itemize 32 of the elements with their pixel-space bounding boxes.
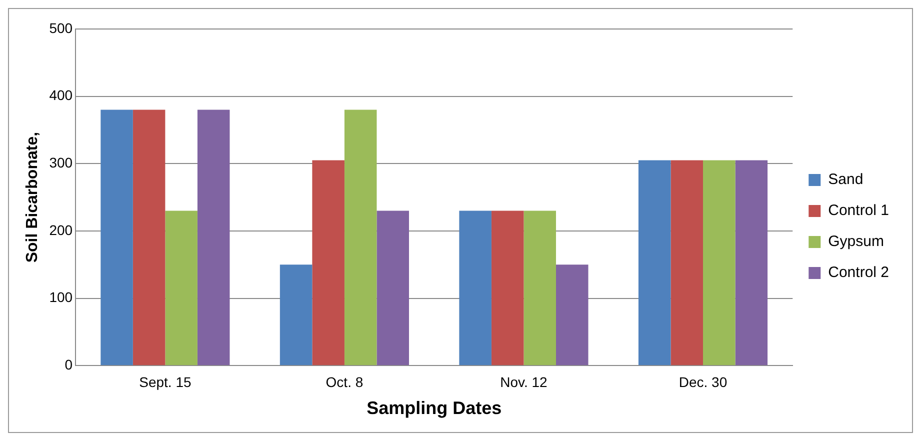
x-tick-label: Nov. 12 [500, 374, 548, 390]
bar [280, 264, 312, 366]
bar [735, 160, 768, 366]
y-tick-label: 500 [49, 20, 73, 36]
bar [197, 110, 230, 366]
bar [100, 110, 133, 366]
legend-label: Control 2 [828, 264, 890, 282]
bar [491, 210, 524, 366]
bar [344, 110, 377, 366]
bar [312, 160, 344, 366]
y-tick-label: 0 [64, 356, 73, 372]
bar [638, 160, 671, 366]
legend-label: Gypsum [828, 233, 884, 250]
x-axis-title: Sampling Dates [366, 398, 502, 418]
bar [376, 210, 409, 366]
bar [459, 210, 492, 366]
bar [165, 210, 198, 366]
x-tick-label: Dec. 30 [678, 374, 728, 390]
legend-label: Control 1 [828, 202, 890, 220]
bar [670, 160, 703, 366]
y-tick-label: 300 [49, 154, 73, 170]
bar [556, 264, 588, 366]
bar [524, 210, 556, 366]
bar [132, 110, 166, 366]
y-axis-title: Soil Bicarbonate, [24, 132, 42, 263]
y-tick-label: 200 [49, 222, 73, 238]
bar [703, 160, 736, 366]
x-tick-label: Sept. 15 [139, 374, 192, 390]
y-tick-label: 400 [49, 87, 73, 104]
x-tick-label: Oct. 8 [326, 374, 364, 390]
y-tick-label: 100 [49, 289, 73, 306]
legend-label: Sand [828, 171, 864, 188]
